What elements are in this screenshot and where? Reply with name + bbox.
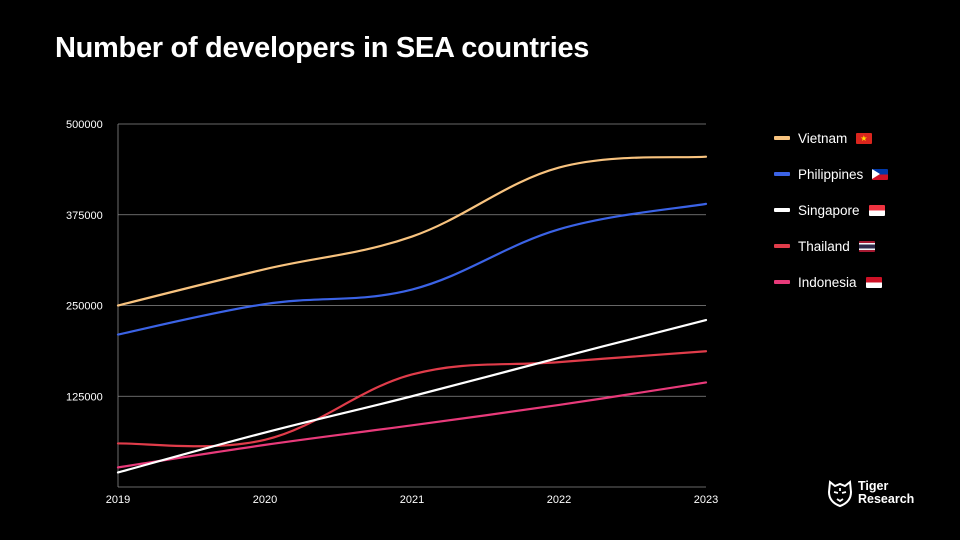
legend-swatch	[774, 136, 790, 140]
legend-label: Philippines	[798, 166, 864, 182]
x-tick-label: 2021	[400, 494, 424, 506]
x-tick-label: 2020	[253, 494, 277, 506]
legend-swatch	[774, 280, 790, 284]
y-tick-label: 375000	[66, 210, 103, 222]
legend-label: Singapore	[798, 202, 860, 218]
gridlines	[117, 123, 706, 488]
x-tick-label: 2019	[106, 494, 130, 506]
y-tick-label: 125000	[66, 391, 103, 403]
legend-item-indonesia: Indonesia	[774, 264, 888, 300]
flag-indonesia-icon	[865, 276, 882, 288]
legend-item-vietnam: Vietnam	[774, 120, 888, 156]
tiger-head-icon	[827, 480, 853, 508]
series-lines	[116, 155, 708, 474]
series-line-thailand	[116, 350, 708, 448]
legend-item-philippines: Philippines	[774, 156, 889, 192]
logo-text-line1: Tiger	[858, 479, 889, 493]
legend: Vietnam Philippines Singapore Thailand Indon…	[774, 120, 889, 300]
x-tick-label: 2022	[547, 494, 571, 506]
tiger-research-logo: Tiger Research	[826, 478, 914, 508]
flag-philippines-icon	[872, 168, 889, 180]
x-tick-label: 2023	[694, 494, 718, 506]
y-tick-label: 250000	[66, 301, 103, 313]
legend-label: Indonesia	[798, 274, 857, 290]
y-tick-label: 500000	[66, 119, 103, 131]
series-line-indonesia	[116, 381, 708, 469]
legend-item-thailand: Thailand	[774, 228, 888, 264]
flag-thailand-icon	[858, 240, 875, 252]
legend-swatch	[774, 172, 790, 176]
legend-swatch	[774, 208, 790, 212]
series-line-singapore	[116, 318, 708, 474]
legend-label: Vietnam	[798, 130, 848, 146]
logo-text-line2: Research	[858, 492, 915, 506]
legend-swatch	[774, 244, 790, 248]
legend-item-singapore: Singapore	[774, 192, 888, 228]
series-line-philippines	[116, 202, 708, 336]
series-line-vietnam	[116, 155, 708, 307]
axis-ticks: 500000 375000 250000 125000 2019 2020 2021 2022…	[66, 119, 718, 506]
chart-title: Number of developers in SEA countries	[55, 32, 590, 64]
flag-vietnam-icon	[856, 132, 873, 144]
flag-singapore-icon	[868, 204, 885, 216]
legend-label: Thailand	[798, 238, 850, 254]
